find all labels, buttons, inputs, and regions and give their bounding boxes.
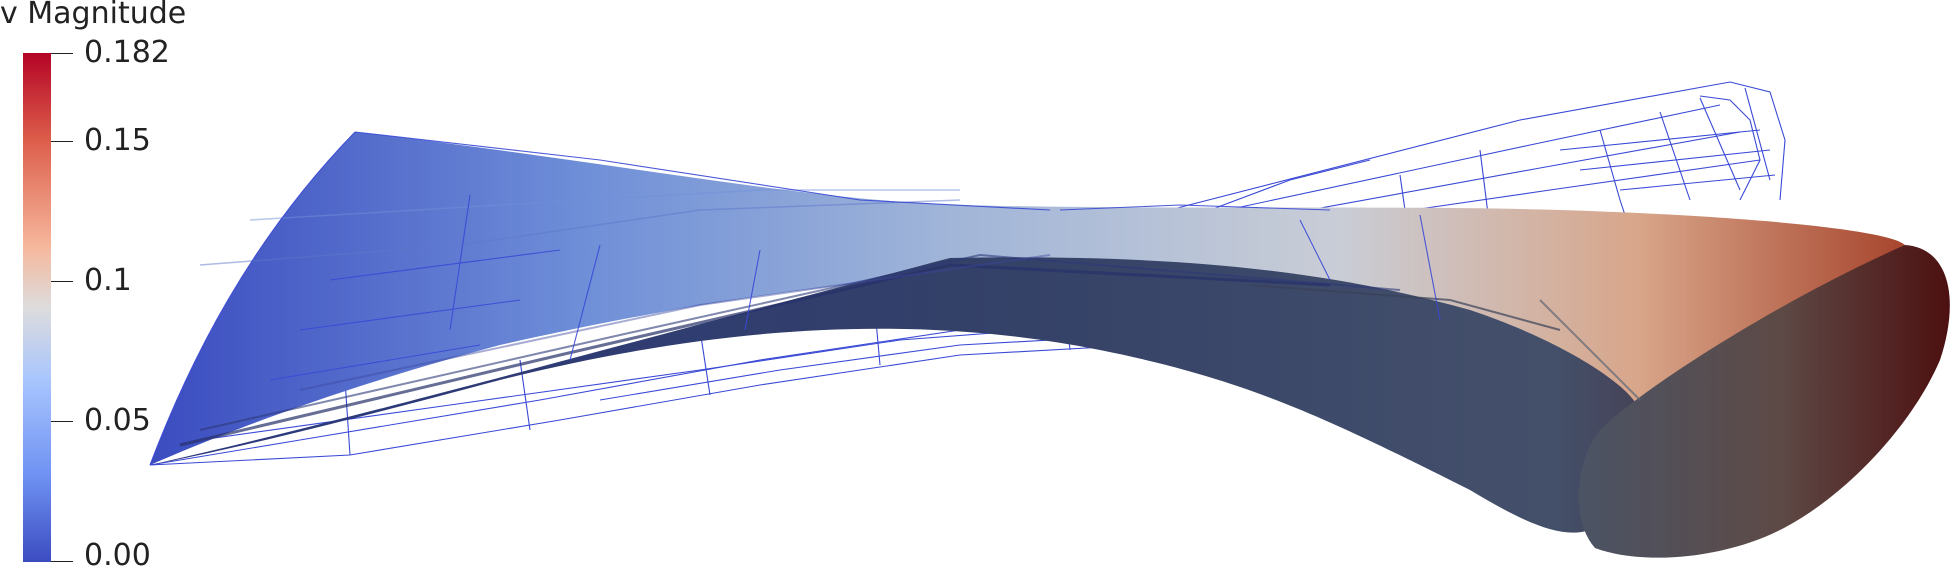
colorbar-tick — [51, 421, 73, 422]
colorbar — [23, 53, 51, 562]
surface-facets — [179, 189, 1641, 447]
wireframe-overlay — [149, 131, 1441, 466]
colorbar-tick — [51, 53, 73, 54]
colorbar-min-label: 0.00 — [84, 538, 151, 573]
colorbar-max-label: 0.182 — [84, 35, 170, 70]
colorbar-tick-label: 0.05 — [84, 403, 151, 438]
lower-body — [150, 257, 1635, 533]
upper-surface — [150, 132, 1905, 465]
colorbar-tick — [51, 141, 73, 142]
colorbar-tick — [51, 281, 73, 282]
colorbar-tick — [51, 561, 73, 562]
colorbar-tick-label: 0.15 — [84, 123, 151, 158]
legend-title: v Magnitude — [0, 0, 187, 31]
end-cap — [1578, 245, 1950, 558]
colorbar-tick-label: 0.1 — [84, 263, 132, 298]
